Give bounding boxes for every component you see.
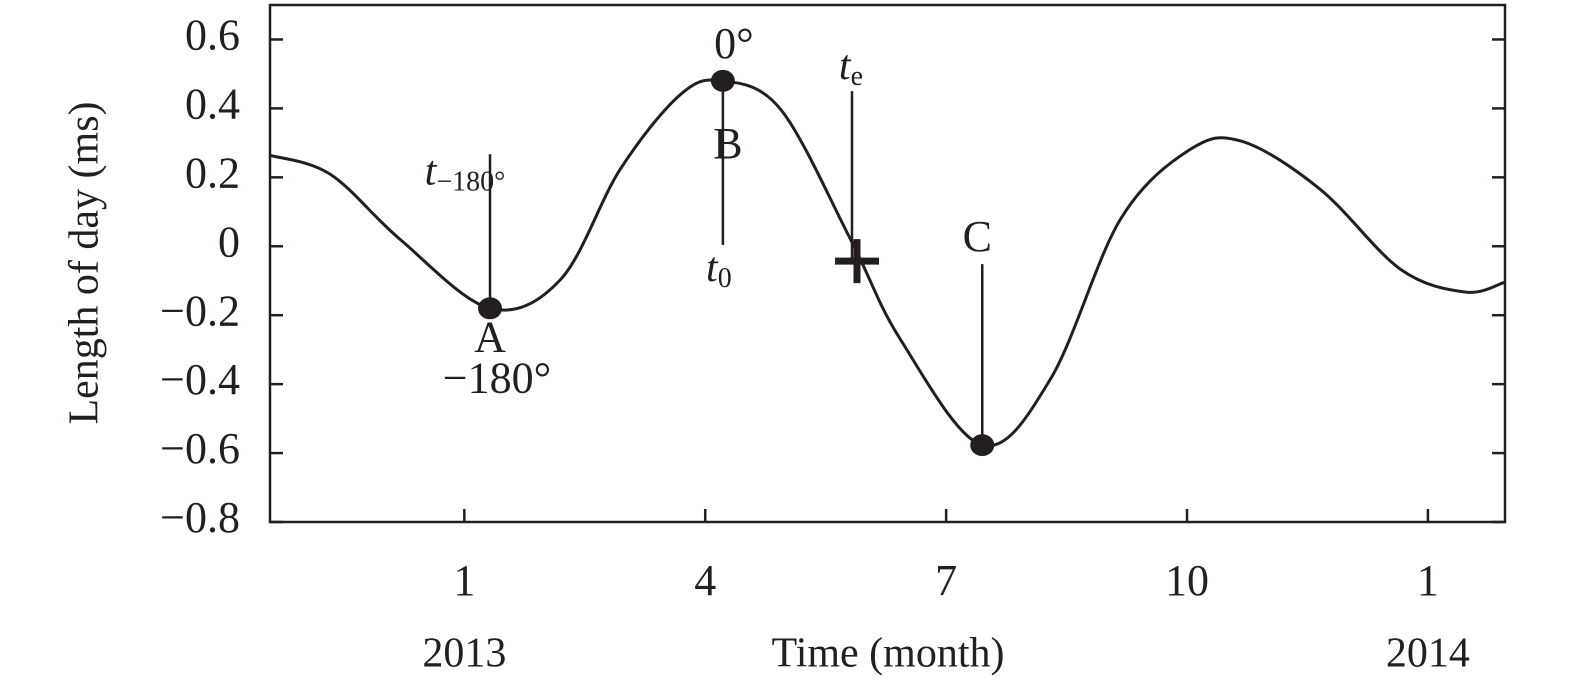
x-tick-label: 10 [1165,556,1209,605]
y-tick-label: −0.4 [160,355,240,404]
marker-label: C [963,212,992,261]
marker-dot [710,69,735,92]
epoch-symbol: t [839,43,852,89]
marker-label: A [474,312,506,361]
y-tick-label: 0.6 [185,11,240,60]
x-tick-label: 1 [453,556,475,605]
plot-frame [268,3,1507,524]
year-label: 2013 [422,631,506,677]
epoch-label: t−180° [425,148,506,198]
phase-label: 0° [714,19,754,68]
phase-label: −180° [443,353,551,402]
marker-dot [970,434,995,457]
lod-curve [269,78,1506,448]
epoch-symbol: t [425,148,438,194]
y-tick-label: 0 [218,217,240,266]
epoch-symbol: t [706,244,719,290]
epoch-subscript: −180° [436,167,505,198]
x-tick-label: 1 [1417,556,1439,605]
x-tick-label: 7 [935,556,957,605]
marker-dot [478,297,503,320]
x-axis-label: Time (month) [772,631,1005,677]
epoch-label: te [839,43,863,93]
epoch-subscript: e [851,62,863,93]
y-tick-label: 0.2 [185,148,240,197]
epoch-label: t0 [706,244,732,294]
year-label: 2014 [1386,631,1470,677]
y-axis-label: Length of day (ms) [62,101,108,424]
x-tick-label: 4 [694,556,716,605]
y-tick-label: 0.4 [185,79,240,128]
marker-label: B [713,119,742,168]
y-tick-label: −0.2 [160,286,240,335]
epoch-subscript: 0 [718,263,732,294]
y-tick-label: −0.8 [160,493,240,542]
y-tick-label: −0.6 [160,424,240,473]
